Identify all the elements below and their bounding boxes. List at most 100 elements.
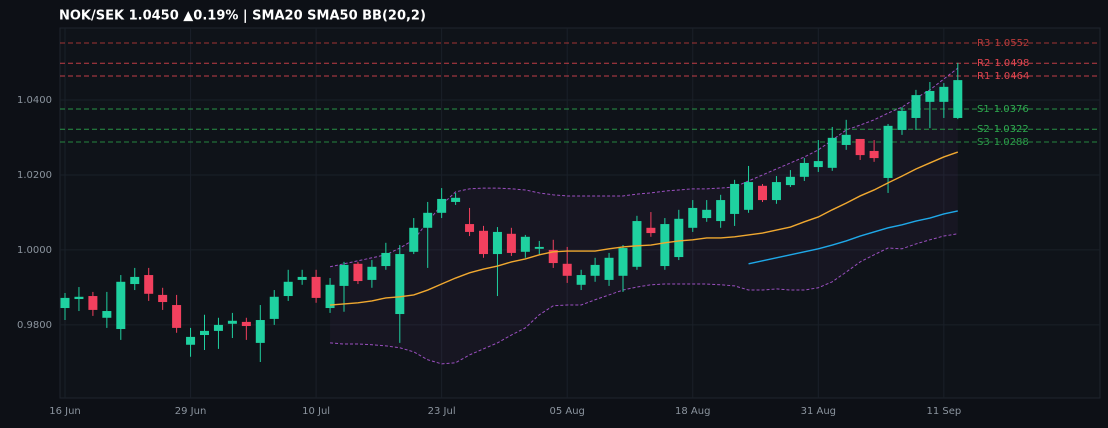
x-tick-label: 16 Jun (49, 406, 81, 417)
candle-body (88, 296, 98, 310)
candle-body (506, 233, 516, 253)
candle-body (339, 264, 349, 286)
level-name: R2 (977, 58, 990, 69)
level-name: S1 (977, 104, 990, 115)
level-label: R2 1.0498 (977, 58, 1029, 69)
level-name: S3 (977, 137, 990, 148)
candle-body (716, 200, 726, 222)
candle-body (688, 207, 698, 228)
candle-body (423, 212, 433, 228)
candle-body (102, 311, 112, 318)
candle-body (883, 125, 893, 178)
level-name: S2 (977, 124, 990, 135)
candle-body (465, 224, 475, 232)
level-label: S3 1.0288 (977, 137, 1029, 148)
level-label: R1 1.0464 (977, 71, 1029, 82)
bb-upper (329, 67, 959, 268)
candle-body (744, 182, 754, 210)
candle-body (841, 134, 851, 145)
x-tick-label: 10 Jul (302, 406, 330, 417)
candle-body (367, 266, 377, 280)
candle-body (855, 138, 865, 156)
candle-body (130, 276, 140, 285)
level-value: 1.0376 (994, 104, 1029, 115)
candle-body (325, 284, 335, 309)
candle-body (172, 305, 182, 328)
bb-lower (330, 233, 958, 365)
candle-body (116, 281, 126, 330)
candle-body (297, 276, 307, 280)
candle-body (269, 296, 279, 319)
y-tick-label: 1.0000 (17, 245, 52, 256)
candle-body (74, 296, 84, 300)
candle-body (590, 264, 600, 276)
level-label: S2 1.0322 (977, 124, 1029, 135)
y-tick-label: 1.0200 (17, 170, 52, 181)
candle-body (604, 257, 614, 280)
candle-body (283, 281, 293, 297)
level-value: 1.0498 (994, 58, 1029, 69)
candle-body (520, 236, 530, 252)
candle-body (534, 246, 544, 249)
candle-body (437, 198, 447, 213)
y-tick-label: 1.0400 (17, 95, 52, 106)
candle-body (632, 221, 642, 267)
candle-body (702, 209, 712, 219)
level-name: R3 (977, 38, 990, 49)
sma20-line (329, 151, 959, 306)
level-name: R1 (977, 71, 990, 82)
candle-body (953, 80, 963, 118)
level-label: R3 1.0552 (977, 38, 1029, 49)
candle-body (758, 185, 767, 201)
level-label: S1 1.0376 (977, 104, 1029, 115)
candle-body (200, 330, 209, 336)
candle-body (674, 218, 684, 258)
x-tick-label: 05 Aug (549, 406, 584, 417)
candle-body (492, 231, 502, 255)
level-value: 1.0464 (994, 71, 1029, 82)
candle-body (395, 254, 405, 315)
candle-body (813, 161, 823, 168)
level-value: 1.0322 (994, 124, 1029, 135)
sma50-line (748, 210, 958, 265)
candle-body (897, 110, 907, 130)
candle-body (939, 86, 949, 102)
level-value: 1.0552 (994, 38, 1029, 49)
x-tick-label: 23 Jul (428, 406, 456, 417)
candle-body (869, 150, 879, 159)
candle-body (799, 162, 809, 177)
candle-body (479, 230, 488, 255)
candle-body (227, 320, 237, 324)
level-value: 1.0288 (994, 137, 1029, 148)
candle-body (576, 275, 586, 285)
candle-body (618, 248, 628, 276)
plot-area (59, 27, 1101, 399)
candle-body (548, 249, 558, 264)
candle-body (925, 90, 935, 102)
candle-body (771, 182, 781, 201)
x-tick-label: 29 Jun (175, 406, 207, 417)
candle-body (353, 263, 363, 282)
candle-body (213, 324, 223, 331)
candle-body (381, 252, 391, 267)
candle-body (785, 176, 795, 186)
candle-body (158, 294, 168, 303)
chart-title: NOK/SEK 1.0450 ▲0.19% | SMA20 SMA50 BB(2… (59, 9, 426, 24)
x-tick-label: 11 Sep (926, 406, 961, 417)
y-tick-label: 0.9800 (17, 320, 52, 331)
candle-body (730, 183, 740, 214)
candle-body (646, 227, 656, 234)
candle-body (241, 321, 251, 327)
x-tick-label: 18 Aug (675, 406, 710, 417)
candle-body (660, 224, 670, 267)
candle-body (409, 227, 419, 252)
candle-body (911, 95, 921, 118)
bb-fill (330, 68, 958, 364)
candle-body (451, 197, 461, 202)
candle-body (255, 320, 265, 343)
candle-body (60, 297, 70, 309)
candle-body (827, 137, 837, 168)
candle-body (562, 263, 572, 276)
